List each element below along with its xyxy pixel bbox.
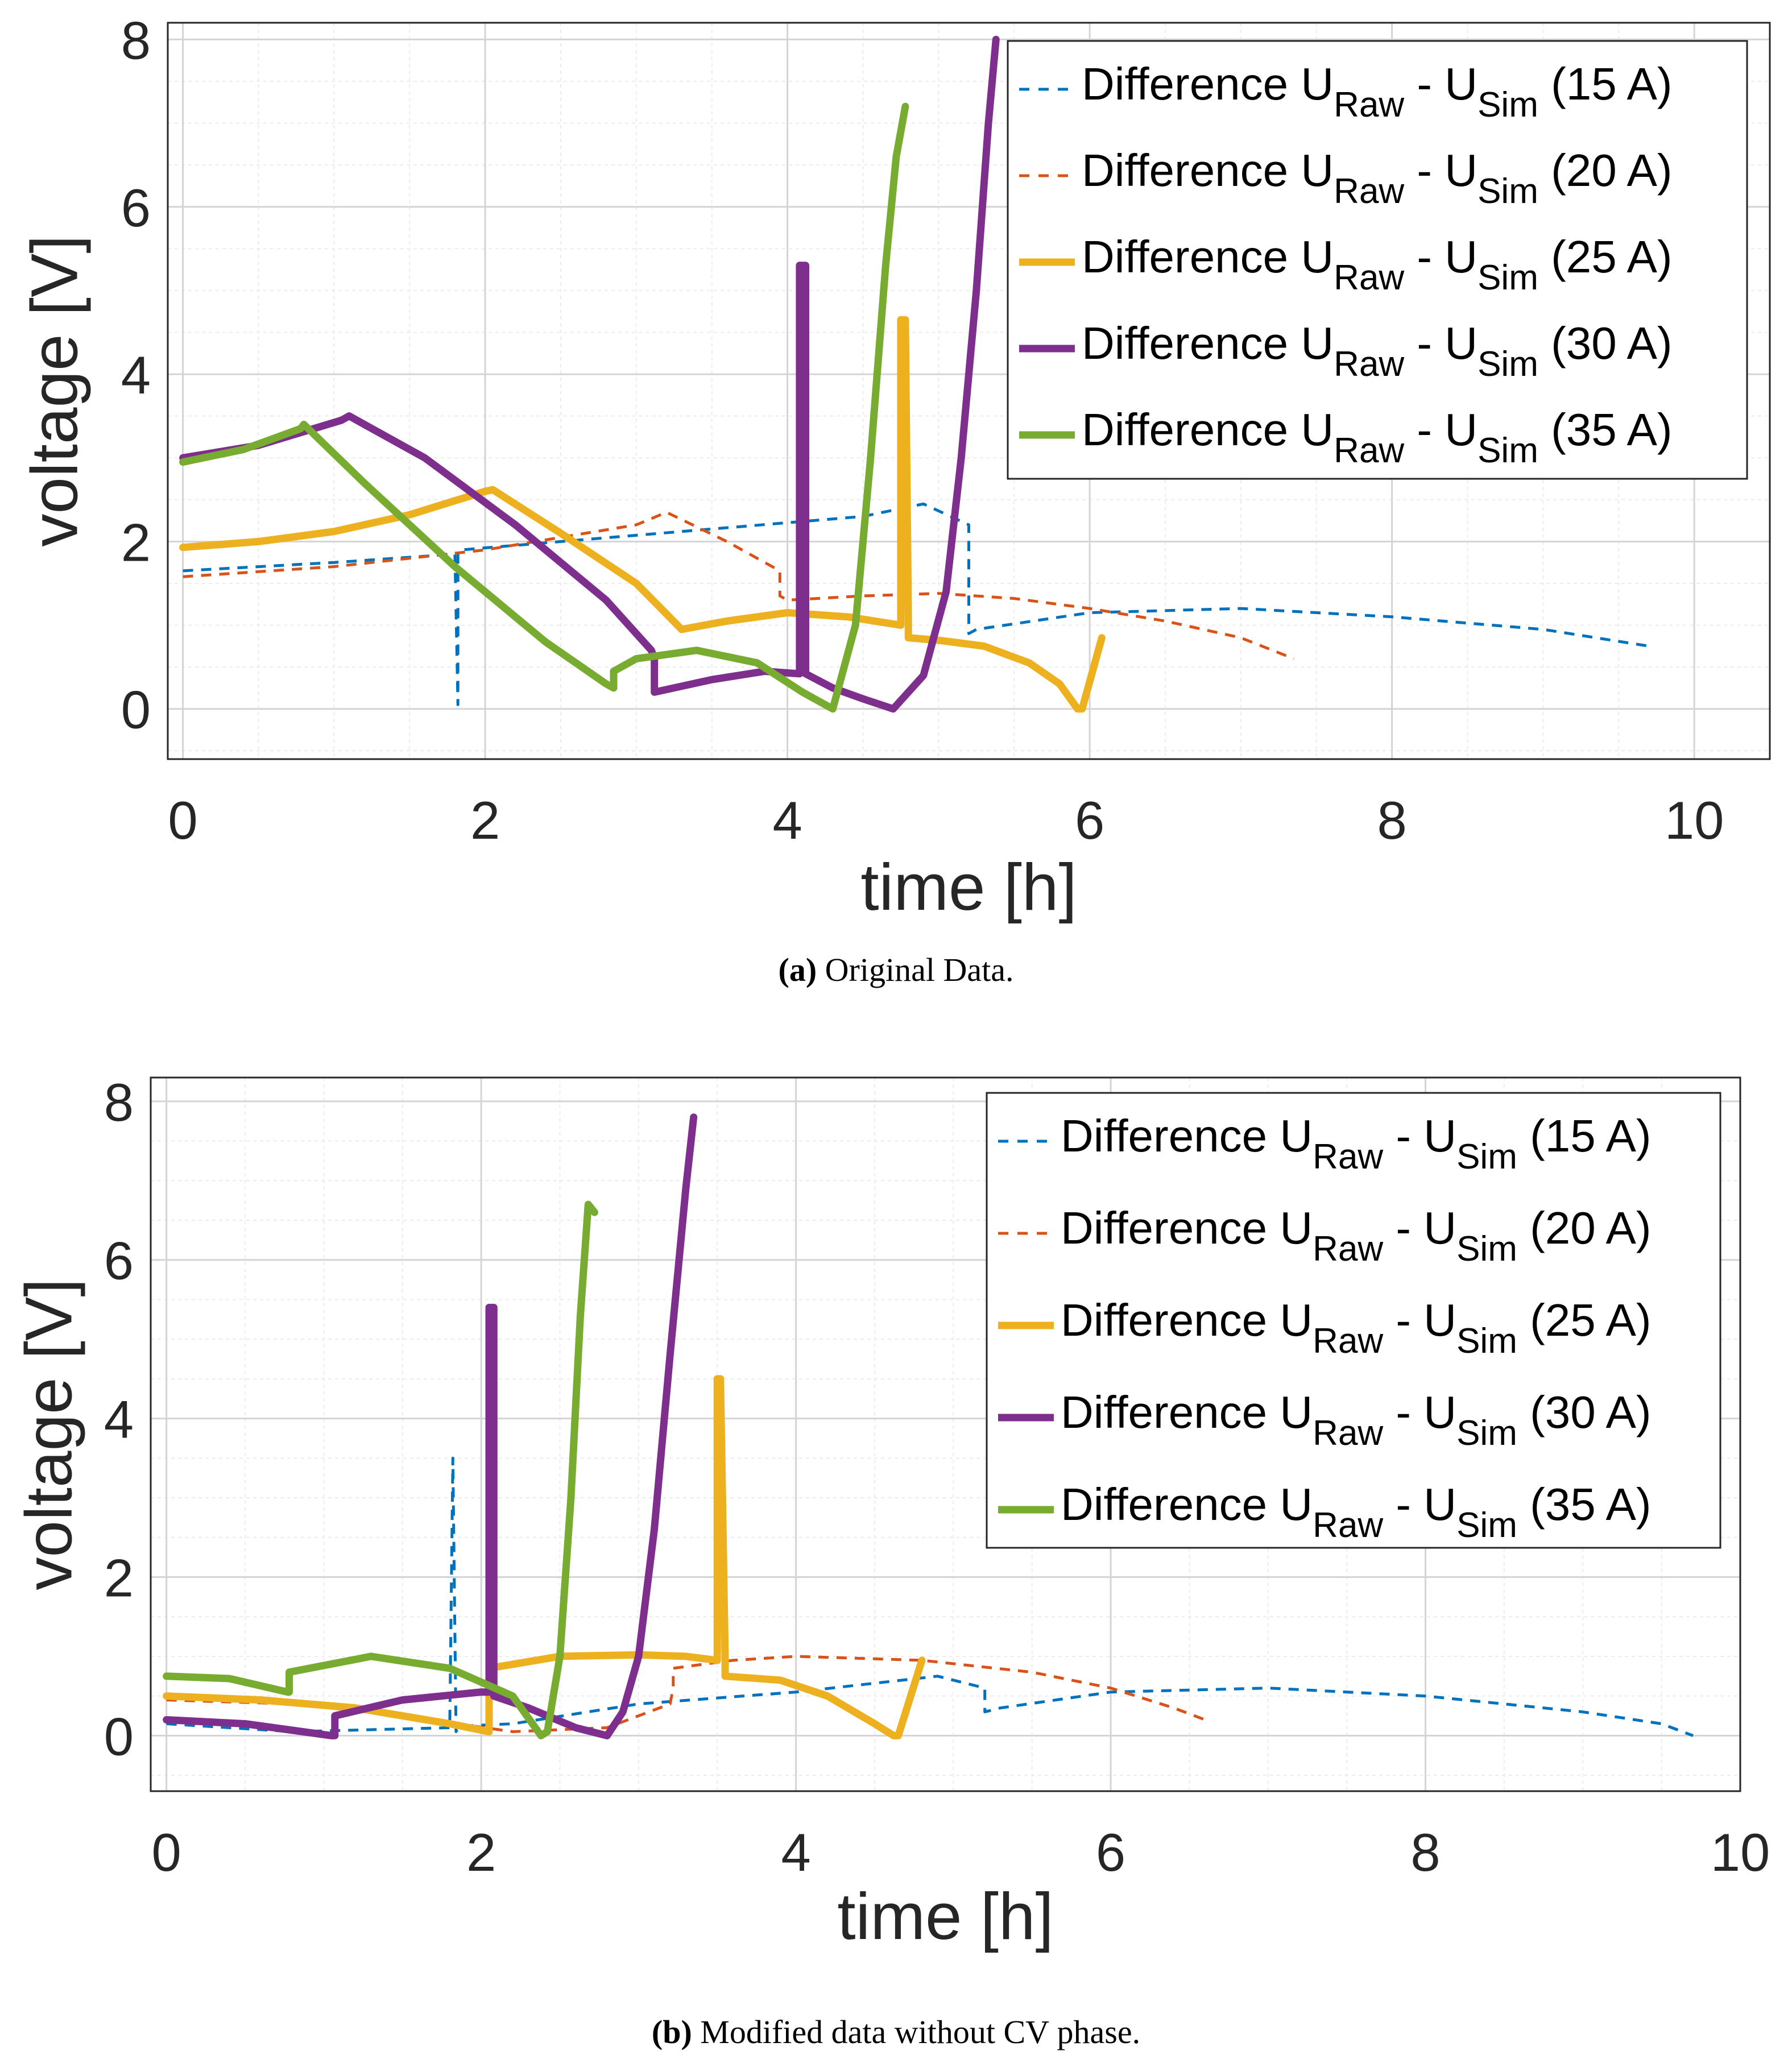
chart-b: 0 2 4 6 8 10 0 2 4 6 8 time [h] voltage [V] Differenc… [12, 1072, 1770, 1953]
x-tick-label: 8 [1410, 1822, 1440, 1882]
legend-label-3: Difference URaw - USim (30 A) [1061, 1387, 1652, 1453]
series-line-4 [179, 102, 909, 713]
x-tick-label: 6 [1096, 1822, 1125, 1882]
series-line-0 [166, 1456, 1694, 1737]
caption-a-tag: (a) [778, 951, 817, 988]
x-tick-label: 10 [1665, 790, 1724, 850]
y-axis-label: voltage [V] [12, 1278, 86, 1590]
legend-label-1: Difference URaw - USim (20 A) [1061, 1203, 1652, 1269]
y-tick-label: 0 [104, 1706, 134, 1766]
caption-a: (a) Original Data. [0, 951, 1792, 989]
x-tick-label: 4 [781, 1822, 810, 1882]
series-line-0 [183, 502, 1649, 706]
caption-b-tag: (b) [651, 2013, 692, 2050]
legend-box [1007, 40, 1748, 480]
caption-b: (b) Modified data without CV phase. [0, 2013, 1792, 2051]
x-axis-label: time [h] [860, 850, 1077, 924]
axes-frame [167, 22, 1771, 760]
x-tick-label: 0 [168, 790, 197, 850]
x-tick-label: 2 [466, 1822, 496, 1882]
series-line-3 [179, 35, 1000, 713]
y-tick-label: 2 [121, 512, 151, 572]
legend: Difference URaw - USim (15 A) Difference … [986, 1092, 1721, 1549]
minor-grid [168, 23, 1770, 759]
series-line-1 [183, 511, 1294, 660]
x-tick-label: 0 [152, 1822, 181, 1882]
legend: Difference URaw - USim (15 A) Difference … [1007, 40, 1748, 480]
x-tick-label: 8 [1377, 790, 1406, 850]
y-tick-label: 8 [121, 10, 151, 70]
series-line-4 [163, 1200, 598, 1739]
y-tick-label: 4 [104, 1390, 134, 1449]
legend-label-0: Difference URaw - USim (15 A) [1082, 59, 1673, 125]
series-line-2 [163, 1375, 926, 1739]
axes-frame [150, 1076, 1741, 1792]
y-tick-label: 0 [121, 680, 151, 740]
y-axis-label: voltage [V] [18, 235, 92, 546]
legend-label-2: Difference URaw - USim (25 A) [1082, 231, 1673, 297]
legend-label-3: Difference URaw - USim (30 A) [1082, 318, 1673, 384]
x-tick-label: 4 [772, 790, 802, 850]
y-tick-label: 8 [104, 1072, 134, 1132]
legend-label-1: Difference URaw - USim (20 A) [1082, 145, 1673, 211]
series-group [163, 1113, 1694, 1739]
x-axis-label: time [h] [837, 1879, 1053, 1953]
chart-a: 0 2 4 6 8 10 0 2 4 6 8 time [h] voltage [V] Differenc… [18, 10, 1771, 924]
legend-label-0: Difference URaw - USim (15 A) [1061, 1111, 1652, 1176]
caption-b-text: Modified data without CV phase. [700, 2013, 1141, 2050]
x-tick-label: 6 [1075, 790, 1104, 850]
caption-a-text: Original Data. [825, 951, 1014, 988]
legend-label-4: Difference URaw - USim (35 A) [1061, 1479, 1652, 1545]
legend-label-2: Difference URaw - USim (25 A) [1061, 1295, 1652, 1361]
series-line-3 [163, 1113, 698, 1739]
legend-box [986, 1092, 1721, 1549]
x-tick-label: 2 [470, 790, 500, 850]
y-tick-label: 4 [121, 345, 151, 405]
x-tick-label: 10 [1711, 1822, 1770, 1882]
series-group [179, 35, 1649, 713]
y-tick-label: 2 [104, 1548, 134, 1608]
y-tick-label: 6 [121, 178, 151, 238]
legend-label-4: Difference URaw - USim (35 A) [1082, 404, 1673, 470]
y-tick-label: 6 [104, 1231, 134, 1291]
